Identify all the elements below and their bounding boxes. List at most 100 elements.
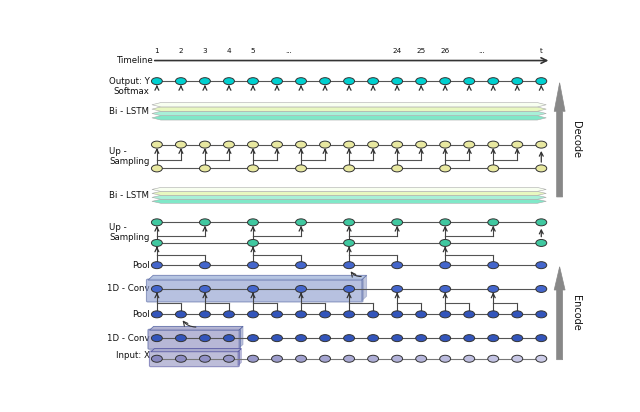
Text: Decode: Decode — [571, 122, 581, 158]
Circle shape — [392, 286, 403, 293]
Circle shape — [488, 78, 499, 84]
Circle shape — [175, 335, 186, 342]
Circle shape — [248, 141, 259, 148]
Circle shape — [367, 335, 379, 342]
Circle shape — [223, 355, 234, 362]
Circle shape — [440, 219, 451, 226]
Circle shape — [344, 219, 355, 226]
Polygon shape — [152, 116, 547, 120]
Polygon shape — [150, 326, 243, 330]
Circle shape — [200, 141, 211, 148]
Circle shape — [296, 219, 307, 226]
Circle shape — [344, 141, 355, 148]
Circle shape — [488, 286, 499, 293]
Text: t: t — [540, 48, 543, 54]
Circle shape — [175, 78, 186, 84]
Circle shape — [512, 355, 523, 362]
Circle shape — [464, 141, 475, 148]
Circle shape — [367, 355, 379, 362]
Circle shape — [392, 219, 403, 226]
Text: Bi - LSTM: Bi - LSTM — [109, 191, 150, 200]
Circle shape — [344, 165, 355, 172]
Circle shape — [416, 355, 427, 362]
Circle shape — [200, 78, 211, 84]
Polygon shape — [239, 326, 243, 348]
Circle shape — [344, 355, 355, 362]
Circle shape — [344, 262, 355, 269]
Circle shape — [319, 78, 330, 84]
Circle shape — [512, 311, 523, 318]
Circle shape — [296, 355, 307, 362]
Circle shape — [367, 311, 379, 318]
Polygon shape — [152, 187, 547, 192]
Circle shape — [440, 78, 451, 84]
Circle shape — [271, 311, 282, 318]
Circle shape — [248, 219, 259, 226]
Polygon shape — [152, 103, 547, 107]
Circle shape — [536, 165, 547, 172]
Text: 1D - Conv: 1D - Conv — [107, 284, 150, 293]
Polygon shape — [148, 275, 367, 280]
FancyBboxPatch shape — [148, 329, 241, 349]
Circle shape — [536, 311, 547, 318]
Circle shape — [488, 335, 499, 342]
Circle shape — [464, 335, 475, 342]
Circle shape — [488, 165, 499, 172]
Text: Pool: Pool — [132, 310, 150, 319]
Circle shape — [536, 141, 547, 148]
Circle shape — [416, 311, 427, 318]
Text: Up -
Sampling: Up - Sampling — [109, 147, 150, 166]
Text: 25: 25 — [417, 48, 426, 54]
Circle shape — [296, 311, 307, 318]
Polygon shape — [151, 349, 241, 352]
FancyBboxPatch shape — [147, 279, 363, 302]
Circle shape — [367, 141, 379, 148]
Circle shape — [152, 219, 163, 226]
Circle shape — [152, 262, 163, 269]
Circle shape — [200, 219, 211, 226]
Circle shape — [248, 335, 259, 342]
Circle shape — [392, 355, 403, 362]
Circle shape — [416, 78, 427, 84]
Circle shape — [319, 141, 330, 148]
Circle shape — [296, 165, 307, 172]
Circle shape — [175, 311, 186, 318]
Circle shape — [200, 335, 211, 342]
Circle shape — [392, 335, 403, 342]
Circle shape — [440, 311, 451, 318]
Circle shape — [344, 286, 355, 293]
Text: 2: 2 — [179, 48, 183, 54]
Circle shape — [440, 335, 451, 342]
Text: 24: 24 — [392, 48, 402, 54]
Circle shape — [152, 311, 163, 318]
Polygon shape — [554, 267, 565, 360]
Polygon shape — [152, 111, 547, 116]
Text: 5: 5 — [251, 48, 255, 54]
Circle shape — [392, 141, 403, 148]
Circle shape — [248, 78, 259, 84]
Circle shape — [200, 311, 211, 318]
Circle shape — [248, 262, 259, 269]
Text: 1D - Conv: 1D - Conv — [107, 334, 150, 343]
Polygon shape — [554, 83, 565, 197]
Text: 3: 3 — [203, 48, 207, 54]
Text: Bi - LSTM: Bi - LSTM — [109, 107, 150, 116]
Circle shape — [296, 335, 307, 342]
Circle shape — [248, 239, 259, 246]
Polygon shape — [152, 195, 547, 199]
Circle shape — [392, 165, 403, 172]
Circle shape — [440, 165, 451, 172]
Circle shape — [440, 239, 451, 246]
Circle shape — [488, 219, 499, 226]
Circle shape — [152, 165, 163, 172]
Circle shape — [296, 141, 307, 148]
FancyBboxPatch shape — [150, 351, 239, 367]
Circle shape — [464, 355, 475, 362]
Circle shape — [296, 78, 307, 84]
Circle shape — [440, 355, 451, 362]
Text: Up -
Sampling: Up - Sampling — [109, 223, 150, 242]
Circle shape — [319, 335, 330, 342]
Polygon shape — [152, 199, 547, 203]
Circle shape — [536, 78, 547, 84]
Text: 1: 1 — [155, 48, 159, 54]
